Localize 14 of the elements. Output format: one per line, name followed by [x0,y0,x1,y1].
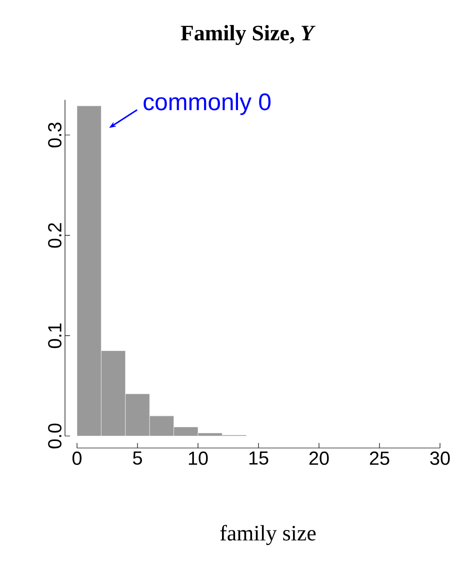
x-tick-label: 20 [309,452,329,465]
y-tick-label: 0.3 [48,122,62,148]
x-axis-title: family size [220,524,316,546]
x-tick-label: 0 [72,452,82,465]
chart-title: Family Size, Y [180,25,316,45]
y-tick-label: 0.0 [48,424,62,448]
annotation: commonly 0 [144,92,271,116]
y-tick-label: 0.1 [48,323,62,348]
x-tick-label: 15 [249,452,268,465]
x-tick-label: 25 [370,452,390,465]
y-tick-label: 0.2 [48,223,62,248]
x-tick-label: 10 [188,452,208,465]
x-tick-label: 30 [430,452,450,465]
x-tick-label: 5 [132,452,142,465]
